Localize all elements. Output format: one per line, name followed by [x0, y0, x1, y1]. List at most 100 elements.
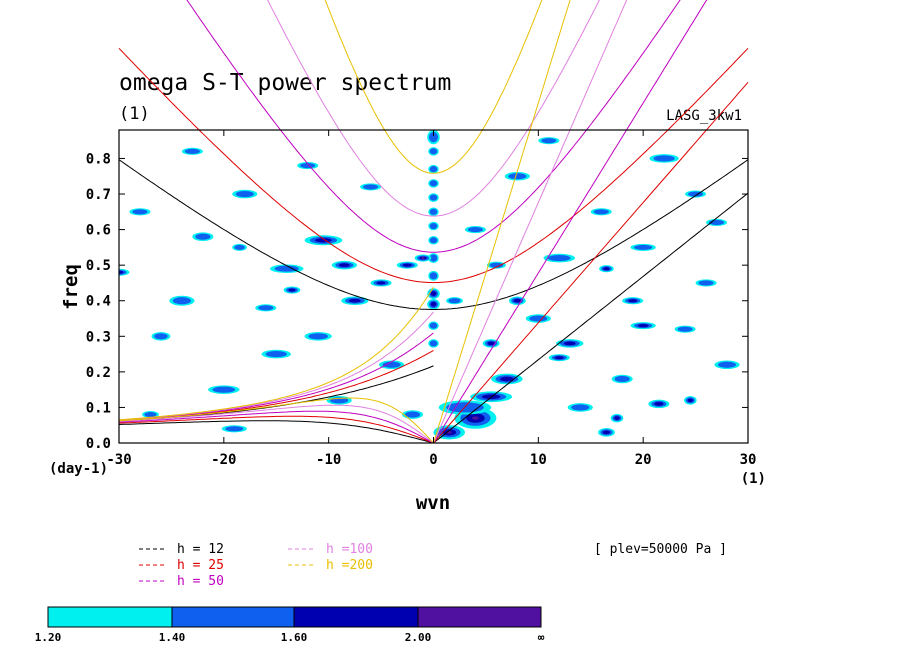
contour-blob — [363, 184, 379, 190]
y-tick-label: 0.4 — [86, 294, 111, 310]
contour-blob — [603, 267, 610, 271]
y-tick-label: 0.7 — [86, 187, 111, 203]
model-label: LASG_3kw1 — [666, 108, 742, 124]
contour-blob — [637, 324, 649, 328]
contour-blob — [634, 244, 653, 250]
x-units: (1) — [741, 471, 766, 487]
contour-blob — [429, 340, 438, 347]
contour-blob — [489, 262, 504, 268]
contour-blob — [429, 222, 438, 230]
contour-blob — [571, 404, 590, 411]
contour-blob — [348, 298, 361, 303]
y-units: (day-1) — [49, 461, 108, 477]
x-axis-label: wvn — [416, 492, 450, 514]
colorbar-swatch — [47, 606, 173, 628]
contour-blob — [429, 237, 438, 244]
contour-blob — [132, 209, 148, 215]
dispersion-curve-h100 — [267, 0, 600, 217]
contour-blob — [212, 386, 236, 393]
y-tick-label: 0.0 — [86, 436, 111, 452]
dispersion-curve-h25 — [433, 81, 749, 443]
contour-fills — [119, 130, 740, 440]
dispersion-curve-h12 — [433, 192, 749, 443]
contour-blob — [429, 148, 438, 155]
dispersion-curve-h50 — [433, 0, 708, 443]
colorbar-label: ∞ — [538, 631, 545, 644]
contour-blob — [593, 209, 609, 215]
contour-blob — [308, 333, 328, 340]
contour-blob — [467, 227, 483, 233]
contour-blob — [404, 411, 421, 418]
y-tick-label: 0.2 — [86, 365, 111, 381]
contour-blob — [554, 356, 564, 360]
dispersion-curve-h12 — [118, 159, 749, 310]
dispersion-curve-h25 — [118, 415, 434, 443]
contour-blob — [654, 401, 664, 406]
x-tick-label: 30 — [740, 452, 757, 468]
dispersion-curve-h100 — [433, 0, 628, 443]
contour-blob — [529, 315, 548, 322]
legend-label: h = 12 — [177, 542, 224, 557]
contour-blob — [184, 148, 200, 154]
contour-blob — [429, 272, 438, 280]
contour-blob — [225, 426, 244, 432]
contour-blob — [541, 138, 557, 144]
contour-blob — [513, 298, 522, 303]
dispersion-curve-h200 — [324, 0, 543, 174]
contour-blob — [614, 375, 630, 383]
contour-blob — [429, 322, 438, 329]
colorbar-swatch — [293, 606, 419, 628]
dispersion-curves — [118, 0, 749, 443]
contour-blob — [687, 398, 694, 403]
x-tick-label: 20 — [635, 452, 652, 468]
contour-blob — [288, 288, 296, 292]
contour-blob — [430, 301, 437, 307]
y-tick-label: 0.1 — [86, 400, 111, 416]
contour-blob — [448, 298, 461, 304]
contour-blob — [472, 416, 479, 420]
contour-blob — [429, 194, 438, 201]
dispersion-curve-h50 — [118, 410, 434, 443]
chart-title: omega S-T power spectrum — [119, 70, 451, 96]
y-axis: 0.0 0.1 0.2 0.3 0.4 0.5 0.6 0.7 0.8 — [86, 151, 748, 452]
contour-blob — [402, 263, 412, 267]
colorbar-label: 1.40 — [159, 631, 186, 644]
contour-blob — [234, 244, 245, 250]
y-tick-label: 0.8 — [86, 151, 111, 167]
contour-blob — [144, 411, 157, 418]
title-units: (1) — [119, 104, 150, 124]
y-tick-label: 0.3 — [86, 329, 111, 345]
contour-blob — [376, 281, 386, 285]
x-axis: -30 -20 -10 0 10 20 30 — [106, 130, 756, 468]
colorbar-label: 1.20 — [35, 631, 62, 644]
contour-blob — [563, 341, 576, 346]
x-tick-label: -20 — [211, 452, 236, 468]
contour-blob — [429, 254, 438, 262]
dispersion-curve-h200 — [118, 286, 434, 421]
y-tick-label: 0.6 — [86, 223, 111, 239]
x-tick-label: -30 — [106, 452, 131, 468]
contour-blob — [430, 291, 437, 296]
dispersion-curve-h12 — [118, 420, 434, 443]
contour-blob — [429, 166, 438, 173]
x-tick-label: -10 — [316, 452, 341, 468]
legend-label: h = 50 — [177, 574, 224, 589]
dispersion-curve-h50 — [186, 0, 681, 253]
colorbar-label: 2.00 — [405, 631, 432, 644]
contour-blob — [508, 173, 527, 180]
contour-blob — [382, 361, 401, 368]
contour-blob — [338, 263, 350, 268]
level-note: [ plev=50000 Pa ] — [594, 542, 727, 557]
dispersion-curve-h25 — [118, 47, 749, 284]
contour-blob — [300, 163, 316, 169]
contour-blob — [499, 376, 514, 382]
contour-blob — [698, 280, 714, 286]
colorbar-swatch — [171, 606, 295, 628]
contour-blob — [547, 254, 571, 262]
contour-blob — [265, 351, 287, 358]
legend-label: h =200 — [326, 558, 373, 573]
dispersion-curve-h100 — [118, 404, 434, 443]
contour-blob — [614, 416, 620, 420]
